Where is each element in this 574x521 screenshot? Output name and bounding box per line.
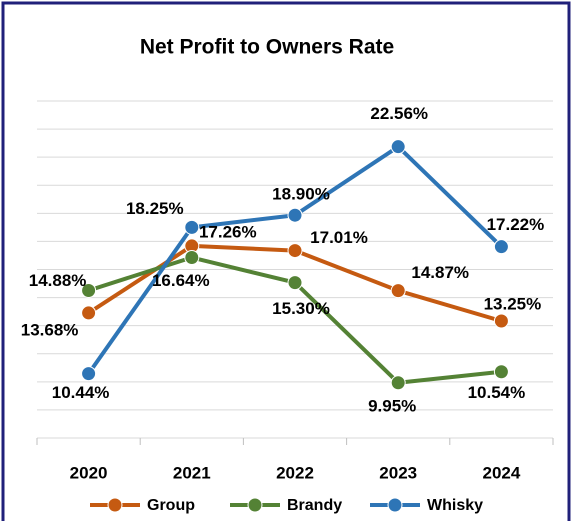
legend-label: Brandy <box>287 497 342 514</box>
data-label: 13.68% <box>21 320 79 339</box>
data-point <box>81 282 97 298</box>
data-point <box>493 364 509 380</box>
data-point <box>390 139 406 155</box>
x-tick-label: 2024 <box>482 463 520 482</box>
data-label: 17.26% <box>199 222 257 241</box>
legend-label: Whisky <box>427 497 483 514</box>
data-point <box>287 275 303 291</box>
data-point <box>81 305 97 321</box>
data-label: 16.64% <box>152 271 210 290</box>
data-point <box>390 375 406 391</box>
data-label: 10.54% <box>468 383 526 402</box>
data-point <box>493 313 509 329</box>
x-tick-label: 2023 <box>379 463 417 482</box>
legend-marker <box>107 497 123 513</box>
data-label: 17.22% <box>487 215 545 234</box>
x-tick-label: 2020 <box>70 463 108 482</box>
data-point <box>184 250 200 266</box>
data-point <box>390 283 406 299</box>
data-label: 13.25% <box>484 294 542 313</box>
x-tick-label: 2021 <box>173 463 211 482</box>
legend-marker <box>387 497 403 513</box>
data-label: 18.25% <box>126 199 184 218</box>
chart-title: Net Profit to Owners Rate <box>140 36 394 59</box>
data-label: 22.56% <box>370 104 428 123</box>
data-label: 10.44% <box>52 383 110 402</box>
data-label: 17.01% <box>310 228 368 247</box>
data-point <box>81 366 97 382</box>
legend-marker <box>247 497 263 513</box>
data-label: 14.88% <box>29 271 87 290</box>
data-label: 9.95% <box>368 396 416 415</box>
legend-label: Group <box>147 497 195 514</box>
x-tick-label: 2022 <box>276 463 314 482</box>
data-point <box>287 207 303 223</box>
data-label: 14.87% <box>411 263 469 282</box>
data-label: 18.90% <box>272 185 330 204</box>
data-point <box>287 243 303 259</box>
data-point <box>493 239 509 255</box>
data-label: 15.30% <box>272 299 330 318</box>
data-point <box>184 219 200 235</box>
